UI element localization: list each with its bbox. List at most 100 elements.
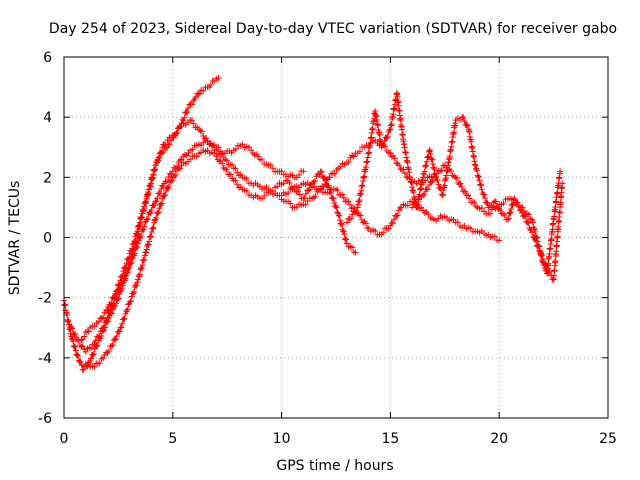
data-point-interp (347, 215, 354, 222)
data-point-interp (432, 174, 439, 181)
data-point-interp (110, 300, 117, 307)
data-point-interp (401, 170, 408, 177)
data-point-interp (336, 212, 343, 219)
data-point-interp (295, 188, 302, 195)
data-point (134, 240, 141, 247)
data-point-interp (478, 205, 485, 212)
data-point-interp (140, 226, 147, 233)
data-point-interp (134, 244, 141, 251)
data-point (343, 219, 350, 226)
series-satellite-track-3 (65, 137, 307, 355)
data-point-interp (338, 221, 345, 228)
data-point-interp (259, 156, 266, 163)
data-point-interp (521, 208, 528, 215)
data-point-interp (156, 205, 163, 212)
data-point (185, 105, 192, 112)
data-point-interp (360, 219, 367, 226)
data-point-interp (532, 228, 539, 235)
data-point (215, 75, 222, 82)
data-point-interp (356, 148, 363, 155)
y-tick-label: 2 (43, 170, 52, 186)
data-point-interp (96, 332, 103, 339)
data-point-interp (114, 291, 121, 298)
data-point-interp (477, 181, 484, 188)
data-point-interp (141, 200, 148, 207)
data-point-interp (73, 334, 80, 341)
data-point (274, 183, 281, 190)
data-point-interp (539, 257, 546, 264)
data-point-interp (89, 352, 96, 359)
data-point (187, 156, 194, 163)
data-point-interp (386, 126, 393, 133)
data-point-interp (119, 280, 126, 287)
data-point (239, 141, 246, 148)
data-point-interp (94, 342, 101, 349)
data-point-interp (120, 316, 127, 323)
data-point-interp (269, 165, 276, 172)
data-point-interp (435, 181, 442, 188)
data-point-interp (153, 214, 160, 221)
data-point-interp (152, 162, 159, 169)
y-tick-label: -4 (38, 351, 52, 367)
data-point-interp (475, 173, 482, 180)
data-point-interp (144, 215, 151, 222)
data-point-interp (134, 223, 141, 230)
data-point-interp (318, 168, 325, 175)
data-point-interp (506, 210, 513, 217)
data-point-interp (92, 337, 99, 344)
data-point-interp (192, 94, 199, 101)
data-point-interp (77, 358, 84, 365)
data-point-interp (228, 161, 235, 168)
data-point (91, 363, 98, 370)
data-point-interp (404, 202, 411, 209)
data-point-interp (131, 238, 138, 245)
data-point-interp (434, 170, 441, 177)
data-point-interp (162, 141, 169, 148)
data-point-interp (310, 178, 317, 185)
data-point-interp (159, 144, 166, 151)
data-point-interp (514, 199, 521, 206)
data-point-interp (145, 190, 152, 197)
data-point-interp (418, 185, 425, 192)
data-point-interp (138, 214, 145, 221)
data-point-interp (141, 223, 148, 230)
data-point-interp (155, 209, 162, 216)
x-tick-label: 15 (381, 431, 399, 447)
data-point-interp (321, 174, 328, 181)
y-tick-labels: -6 -4 -2 0 2 4 6 (38, 50, 52, 427)
data-point-interp (127, 298, 134, 305)
data-point (524, 219, 531, 226)
data-point-interp (419, 176, 426, 183)
data-point-interp (350, 153, 357, 160)
data-point-interp (428, 179, 435, 186)
data-point-interp (428, 155, 435, 162)
data-point-interp (139, 257, 146, 264)
data-point-interp (372, 227, 379, 234)
data-point-interp (261, 192, 268, 199)
data-point (100, 354, 107, 361)
data-point-interp (200, 87, 207, 94)
data-point-interp (293, 204, 300, 211)
data-point-interp (151, 167, 158, 174)
data-point-interp (148, 176, 155, 183)
data-point-interp (287, 200, 294, 207)
data-point-interp (217, 157, 224, 164)
data-point-interp (337, 163, 344, 170)
data-point-interp (172, 171, 179, 178)
data-point-interp (124, 268, 131, 275)
data-point-interp (385, 225, 392, 232)
data-point-interp (78, 343, 85, 350)
data-point-interp (105, 347, 112, 354)
x-tick-label: 5 (168, 431, 177, 447)
data-point-interp (331, 170, 338, 177)
y-tick-label: 0 (43, 231, 52, 247)
data-point-interp (391, 155, 398, 162)
data-point-interp (534, 238, 541, 245)
data-point (420, 174, 427, 181)
data-point-interp (95, 333, 102, 340)
data-point-interp (505, 215, 512, 222)
data-point (343, 240, 350, 247)
data-point-interp (74, 352, 81, 359)
data-point-interp (353, 207, 360, 214)
data-point (496, 237, 503, 244)
